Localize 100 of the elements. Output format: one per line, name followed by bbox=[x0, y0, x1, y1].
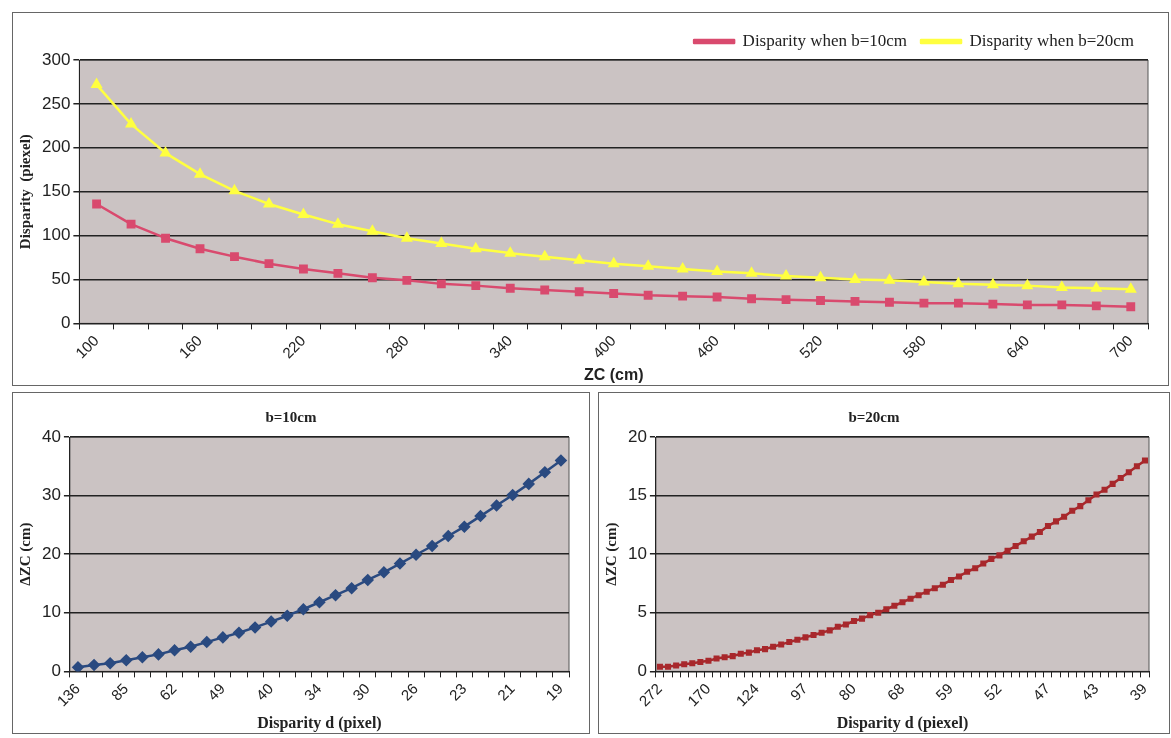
point bbox=[297, 603, 310, 616]
point bbox=[540, 285, 550, 295]
y-axis-title: ΔZC (cm) bbox=[16, 522, 34, 586]
x-axis-title: Disparity d (pixel) bbox=[257, 713, 382, 732]
x-tick-label: 52 bbox=[980, 679, 1005, 704]
y-tick-label: 10 bbox=[627, 543, 647, 563]
x-tick-label: 400 bbox=[589, 331, 619, 362]
legend-label: Disparity when b=20cm bbox=[969, 30, 1135, 50]
y-tick-label: 300 bbox=[41, 49, 71, 69]
point bbox=[815, 271, 826, 282]
point bbox=[643, 290, 653, 300]
legend-label: Disparity when b=10cm bbox=[742, 30, 908, 50]
x-tick-label: 280 bbox=[382, 331, 412, 362]
point bbox=[194, 168, 206, 178]
point bbox=[184, 641, 197, 653]
point bbox=[125, 118, 137, 128]
x-tick-label: 62 bbox=[155, 679, 180, 704]
point bbox=[1126, 302, 1136, 312]
x-tick-label: 460 bbox=[692, 331, 723, 362]
point bbox=[458, 520, 471, 533]
x-tick-label: 21 bbox=[493, 679, 518, 704]
point bbox=[265, 615, 277, 628]
point bbox=[816, 296, 825, 305]
y-tick-label: 30 bbox=[41, 485, 61, 505]
x-tick-label: 23 bbox=[445, 679, 470, 704]
x-tick-label: 170 bbox=[683, 679, 714, 710]
point bbox=[505, 283, 515, 293]
x-tick-label: 43 bbox=[1077, 679, 1102, 704]
point bbox=[333, 268, 343, 278]
x-tick-label: 160 bbox=[175, 331, 206, 362]
x-tick-label: 272 bbox=[635, 679, 665, 710]
point bbox=[953, 298, 963, 308]
x-tick-label: 700 bbox=[1106, 331, 1136, 362]
point bbox=[249, 621, 261, 634]
point bbox=[574, 287, 584, 297]
point bbox=[436, 237, 447, 247]
y-tick-label: 0 bbox=[60, 313, 71, 333]
point bbox=[988, 299, 998, 309]
x-tick-label: 34 bbox=[300, 679, 325, 704]
x-tick-label: 68 bbox=[883, 679, 908, 704]
point bbox=[229, 185, 240, 195]
point bbox=[88, 659, 100, 671]
y-tick-label: 20 bbox=[627, 426, 647, 446]
point bbox=[201, 636, 213, 648]
point bbox=[313, 596, 326, 608]
y-tick-label: 0 bbox=[637, 661, 647, 681]
point bbox=[230, 252, 239, 262]
point bbox=[120, 654, 133, 666]
x-tick-label: 220 bbox=[278, 331, 309, 362]
x-tick-label: 580 bbox=[899, 331, 929, 362]
point bbox=[555, 454, 567, 467]
point bbox=[92, 199, 102, 209]
y-axis-title: ΔZC (cm) bbox=[602, 522, 620, 586]
point bbox=[410, 549, 422, 561]
point bbox=[885, 297, 894, 307]
point bbox=[746, 267, 757, 277]
point bbox=[298, 208, 309, 219]
y-tick-label: 0 bbox=[51, 661, 61, 681]
point bbox=[91, 78, 102, 89]
point bbox=[72, 661, 84, 672]
point bbox=[781, 295, 791, 305]
point bbox=[436, 279, 446, 289]
x-tick-label: 26 bbox=[397, 679, 422, 704]
y-tick-label: 20 bbox=[41, 543, 61, 563]
point bbox=[747, 294, 756, 304]
point bbox=[539, 250, 550, 261]
point bbox=[195, 244, 205, 254]
point bbox=[1125, 283, 1136, 293]
point bbox=[474, 510, 487, 522]
x-tick-label: 85 bbox=[107, 679, 132, 704]
x-tick-label: 47 bbox=[1029, 679, 1054, 704]
point bbox=[1057, 300, 1067, 310]
x-tick-label: 520 bbox=[795, 331, 826, 362]
x-axis-title: Disparity d (piexel) bbox=[836, 713, 969, 732]
point bbox=[264, 259, 274, 269]
point bbox=[506, 489, 519, 501]
y-tick-label: 15 bbox=[627, 485, 647, 505]
point bbox=[161, 233, 170, 243]
point bbox=[378, 566, 390, 579]
y-tick-label: 40 bbox=[41, 426, 61, 446]
point bbox=[1091, 301, 1101, 311]
chart-title: b=20cm bbox=[848, 408, 901, 425]
point bbox=[168, 644, 181, 657]
point bbox=[1022, 300, 1032, 310]
y-axis-title: Disparity (piexel) bbox=[16, 134, 34, 250]
point bbox=[850, 297, 860, 306]
point bbox=[217, 631, 229, 644]
point bbox=[1022, 279, 1033, 290]
x-tick-label: 340 bbox=[485, 331, 516, 362]
y-tick-label: 5 bbox=[637, 602, 647, 622]
y-tick-label: 10 bbox=[41, 602, 61, 622]
point bbox=[126, 219, 136, 229]
point bbox=[884, 274, 895, 284]
point bbox=[329, 589, 342, 601]
point bbox=[1056, 281, 1067, 291]
y-tick-label: 250 bbox=[41, 93, 71, 113]
point bbox=[263, 198, 275, 208]
y-tick-label: 150 bbox=[41, 181, 71, 201]
x-tick-label: 124 bbox=[732, 679, 762, 710]
point bbox=[677, 263, 688, 273]
